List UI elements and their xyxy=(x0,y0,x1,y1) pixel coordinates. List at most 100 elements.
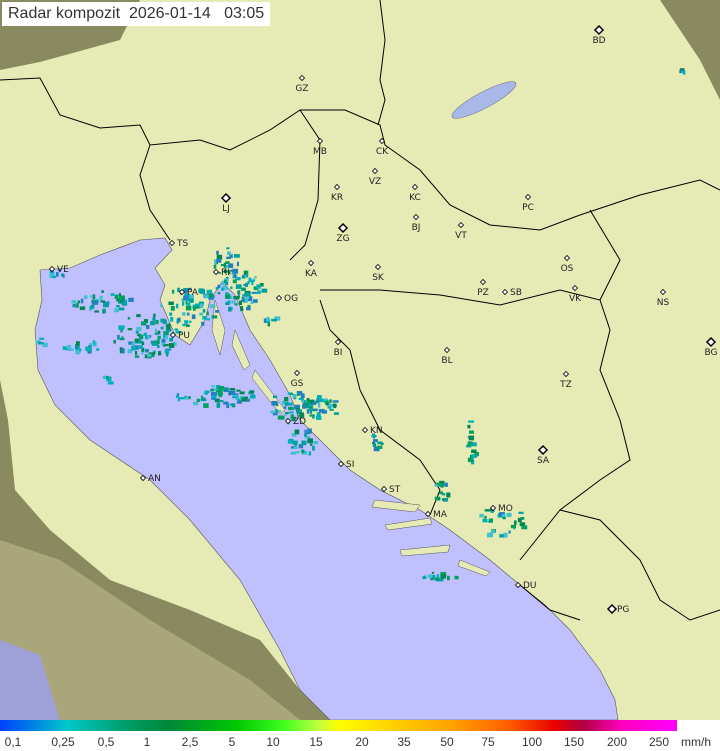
city-label: MO xyxy=(498,504,513,514)
precip-echo xyxy=(101,290,104,293)
precip-echo xyxy=(241,397,247,402)
city-label: TS xyxy=(176,239,188,249)
city-marker-icon xyxy=(220,192,232,204)
precip-echo xyxy=(434,496,441,501)
precip-echo xyxy=(243,283,247,287)
precip-echo xyxy=(168,301,174,305)
precip-echo xyxy=(508,530,511,534)
city-marker-icon xyxy=(501,288,509,296)
city-st: ST xyxy=(380,485,401,495)
precip-echo xyxy=(186,298,192,303)
city-zg: ZG xyxy=(336,222,350,244)
precip-echo xyxy=(320,398,326,403)
precip-echo xyxy=(228,270,231,275)
precip-echo xyxy=(284,396,289,402)
precip-echo xyxy=(154,332,159,335)
precip-echo xyxy=(281,400,286,405)
precip-echo xyxy=(316,415,322,420)
precip-echo xyxy=(438,483,444,487)
precip-echo xyxy=(280,415,285,420)
precip-echo xyxy=(188,287,192,291)
precip-echo xyxy=(185,324,190,327)
precip-echo xyxy=(218,393,223,398)
precip-echo xyxy=(163,343,169,347)
legend-label: 15 xyxy=(309,735,323,749)
precip-echo xyxy=(144,354,148,359)
precip-echo xyxy=(187,294,194,299)
precip-echo xyxy=(192,306,196,311)
precip-echo xyxy=(143,333,146,336)
city-zd: ZD xyxy=(284,417,306,427)
precip-echo xyxy=(143,319,149,323)
precip-echo xyxy=(487,532,493,538)
precip-echo xyxy=(200,395,204,401)
city-os: OS xyxy=(561,254,574,274)
precip-echo xyxy=(246,306,251,311)
precip-echo xyxy=(78,348,82,352)
precip-echo xyxy=(189,320,192,323)
precip-echo xyxy=(206,289,212,295)
precip-echo xyxy=(240,307,244,311)
city-vt: VT xyxy=(455,221,467,241)
city-pc: PC xyxy=(522,193,534,213)
precip-echo xyxy=(177,317,181,323)
radar-map[interactable]: BD GZ MB CK VZ KR KC PC LJ BJ VT ZG TS VE KA SK OS PZ SB VK… xyxy=(0,0,720,720)
precip-echo xyxy=(75,341,80,346)
precip-echo xyxy=(236,389,241,392)
precip-echo xyxy=(211,385,216,388)
precip-echo xyxy=(175,303,179,309)
city-label: VK xyxy=(569,294,582,304)
legend-label: 20 xyxy=(355,735,369,749)
city-lj: LJ xyxy=(220,192,232,214)
city-label: VT xyxy=(455,231,467,241)
precip-echo xyxy=(284,412,289,415)
precip-echo xyxy=(227,251,231,256)
precip-echo xyxy=(247,304,251,308)
precip-echo xyxy=(317,403,321,408)
precip-echo xyxy=(216,386,220,391)
precip-echo xyxy=(214,398,220,403)
precip-echo xyxy=(259,282,264,287)
precip-echo xyxy=(471,449,477,453)
precip-echo xyxy=(301,400,305,403)
precip-echo xyxy=(74,344,80,349)
city-label: ZD xyxy=(293,417,306,427)
precip-echo xyxy=(147,334,150,339)
precip-echo xyxy=(679,69,683,74)
precip-echo xyxy=(287,439,293,444)
precip-echo xyxy=(193,401,199,406)
precip-echo xyxy=(436,574,440,579)
precip-echo xyxy=(146,353,152,357)
precip-echo xyxy=(186,312,190,316)
precip-echo xyxy=(232,268,239,274)
precip-echo xyxy=(57,268,61,272)
city-bd: BD xyxy=(592,24,606,46)
precip-echo xyxy=(149,334,152,338)
precip-echo xyxy=(232,279,237,284)
city-marker-icon xyxy=(333,183,341,191)
precip-echo xyxy=(440,577,444,582)
precip-echo xyxy=(434,483,441,487)
precip-echo xyxy=(134,351,138,355)
precip-echo xyxy=(92,294,96,300)
precip-echo xyxy=(298,397,304,401)
precip-echo xyxy=(247,296,253,302)
precip-echo xyxy=(488,518,494,523)
city-label: BJ xyxy=(412,223,421,233)
precip-echo xyxy=(240,287,246,291)
city-marker-icon xyxy=(524,193,532,201)
city-marker-icon xyxy=(307,259,315,267)
precip-echo xyxy=(192,304,197,309)
city-marker-icon xyxy=(457,221,465,229)
precip-echo xyxy=(235,395,240,401)
precip-echo xyxy=(117,300,123,304)
city-gs: GS xyxy=(291,369,304,389)
legend-label: 10 xyxy=(266,735,280,749)
city-marker-icon xyxy=(374,263,382,271)
precip-echo xyxy=(151,341,158,346)
precip-echo xyxy=(216,254,223,260)
precip-echo xyxy=(107,381,114,385)
precip-echo xyxy=(202,316,207,320)
precip-echo xyxy=(440,571,447,576)
precip-echo xyxy=(510,524,517,529)
